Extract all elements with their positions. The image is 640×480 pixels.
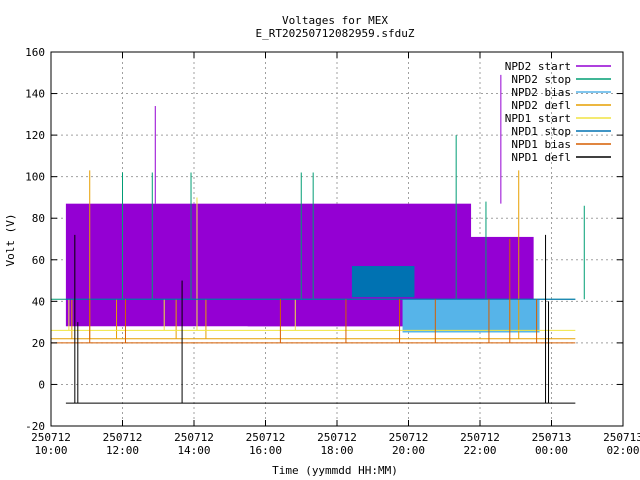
x-tick-label-date: 250712 [174, 431, 214, 444]
y-tick-label: 140 [25, 88, 45, 101]
x-tick-label-time: 16:00 [249, 444, 282, 457]
legend-label: NPD2 start [505, 60, 571, 73]
band-npd1-stop [351, 266, 415, 298]
x-tick-label-time: 10:00 [34, 444, 67, 457]
legend-label: NPD1 bias [511, 138, 571, 151]
x-tick-label-time: 18:00 [320, 444, 353, 457]
x-tick-label-time: 00:00 [535, 444, 568, 457]
x-tick-label-date: 250712 [31, 431, 71, 444]
x-tick-label-date: 250712 [317, 431, 357, 444]
y-tick-label: 0 [38, 378, 45, 391]
x-tick-label-date: 250713 [603, 431, 640, 444]
legend-label: NPD1 start [505, 112, 571, 125]
x-tick-label-date: 250712 [460, 431, 500, 444]
series-npd1-start [51, 197, 576, 331]
legend-label: NPD2 defl [511, 99, 571, 112]
series-npd1-defl [65, 234, 576, 404]
plot-area [51, 74, 585, 404]
series-npd1-bias [51, 239, 576, 344]
legend-label: NPD1 stop [511, 125, 571, 138]
x-tick-label-date: 250712 [246, 431, 286, 444]
x-tick-label-time: 12:00 [106, 444, 139, 457]
chart-title: Voltages for MEX [282, 14, 388, 27]
x-tick-label-time: 20:00 [392, 444, 425, 457]
y-tick-label: 80 [32, 212, 45, 225]
x-tick-label-date: 250713 [532, 431, 572, 444]
y-tick-label: 120 [25, 129, 45, 142]
legend-label: NPD2 stop [511, 73, 571, 86]
y-tick-label: 160 [25, 46, 45, 59]
series-npd1-stop [65, 266, 576, 300]
y-tick-label: 20 [32, 337, 45, 350]
y-axis-label: Volt (V) [4, 214, 17, 267]
y-tick-label: 100 [25, 171, 45, 184]
x-tick-label-time: 14:00 [177, 444, 210, 457]
chart-subtitle: E_RT20250712082959.sfduZ [256, 27, 415, 40]
y-tick-label: 40 [32, 295, 45, 308]
x-tick-label-time: 22:00 [463, 444, 496, 457]
x-axis-label: Time (yymmdd HH:MM) [272, 464, 398, 477]
legend-label: NPD1 defl [511, 151, 571, 164]
y-tick-label: -20 [25, 420, 45, 433]
x-tick-label-date: 250712 [389, 431, 429, 444]
x-tick-label-date: 250712 [103, 431, 143, 444]
x-tick-label-time: 02:00 [606, 444, 639, 457]
axis-ticks: -2002040608010012014016025071210:0025071… [25, 46, 640, 457]
series-npd2-bias [402, 299, 540, 333]
band-npd2-bias [402, 299, 540, 333]
y-tick-label: 60 [32, 254, 45, 267]
legend-label: NPD2 bias [511, 86, 571, 99]
